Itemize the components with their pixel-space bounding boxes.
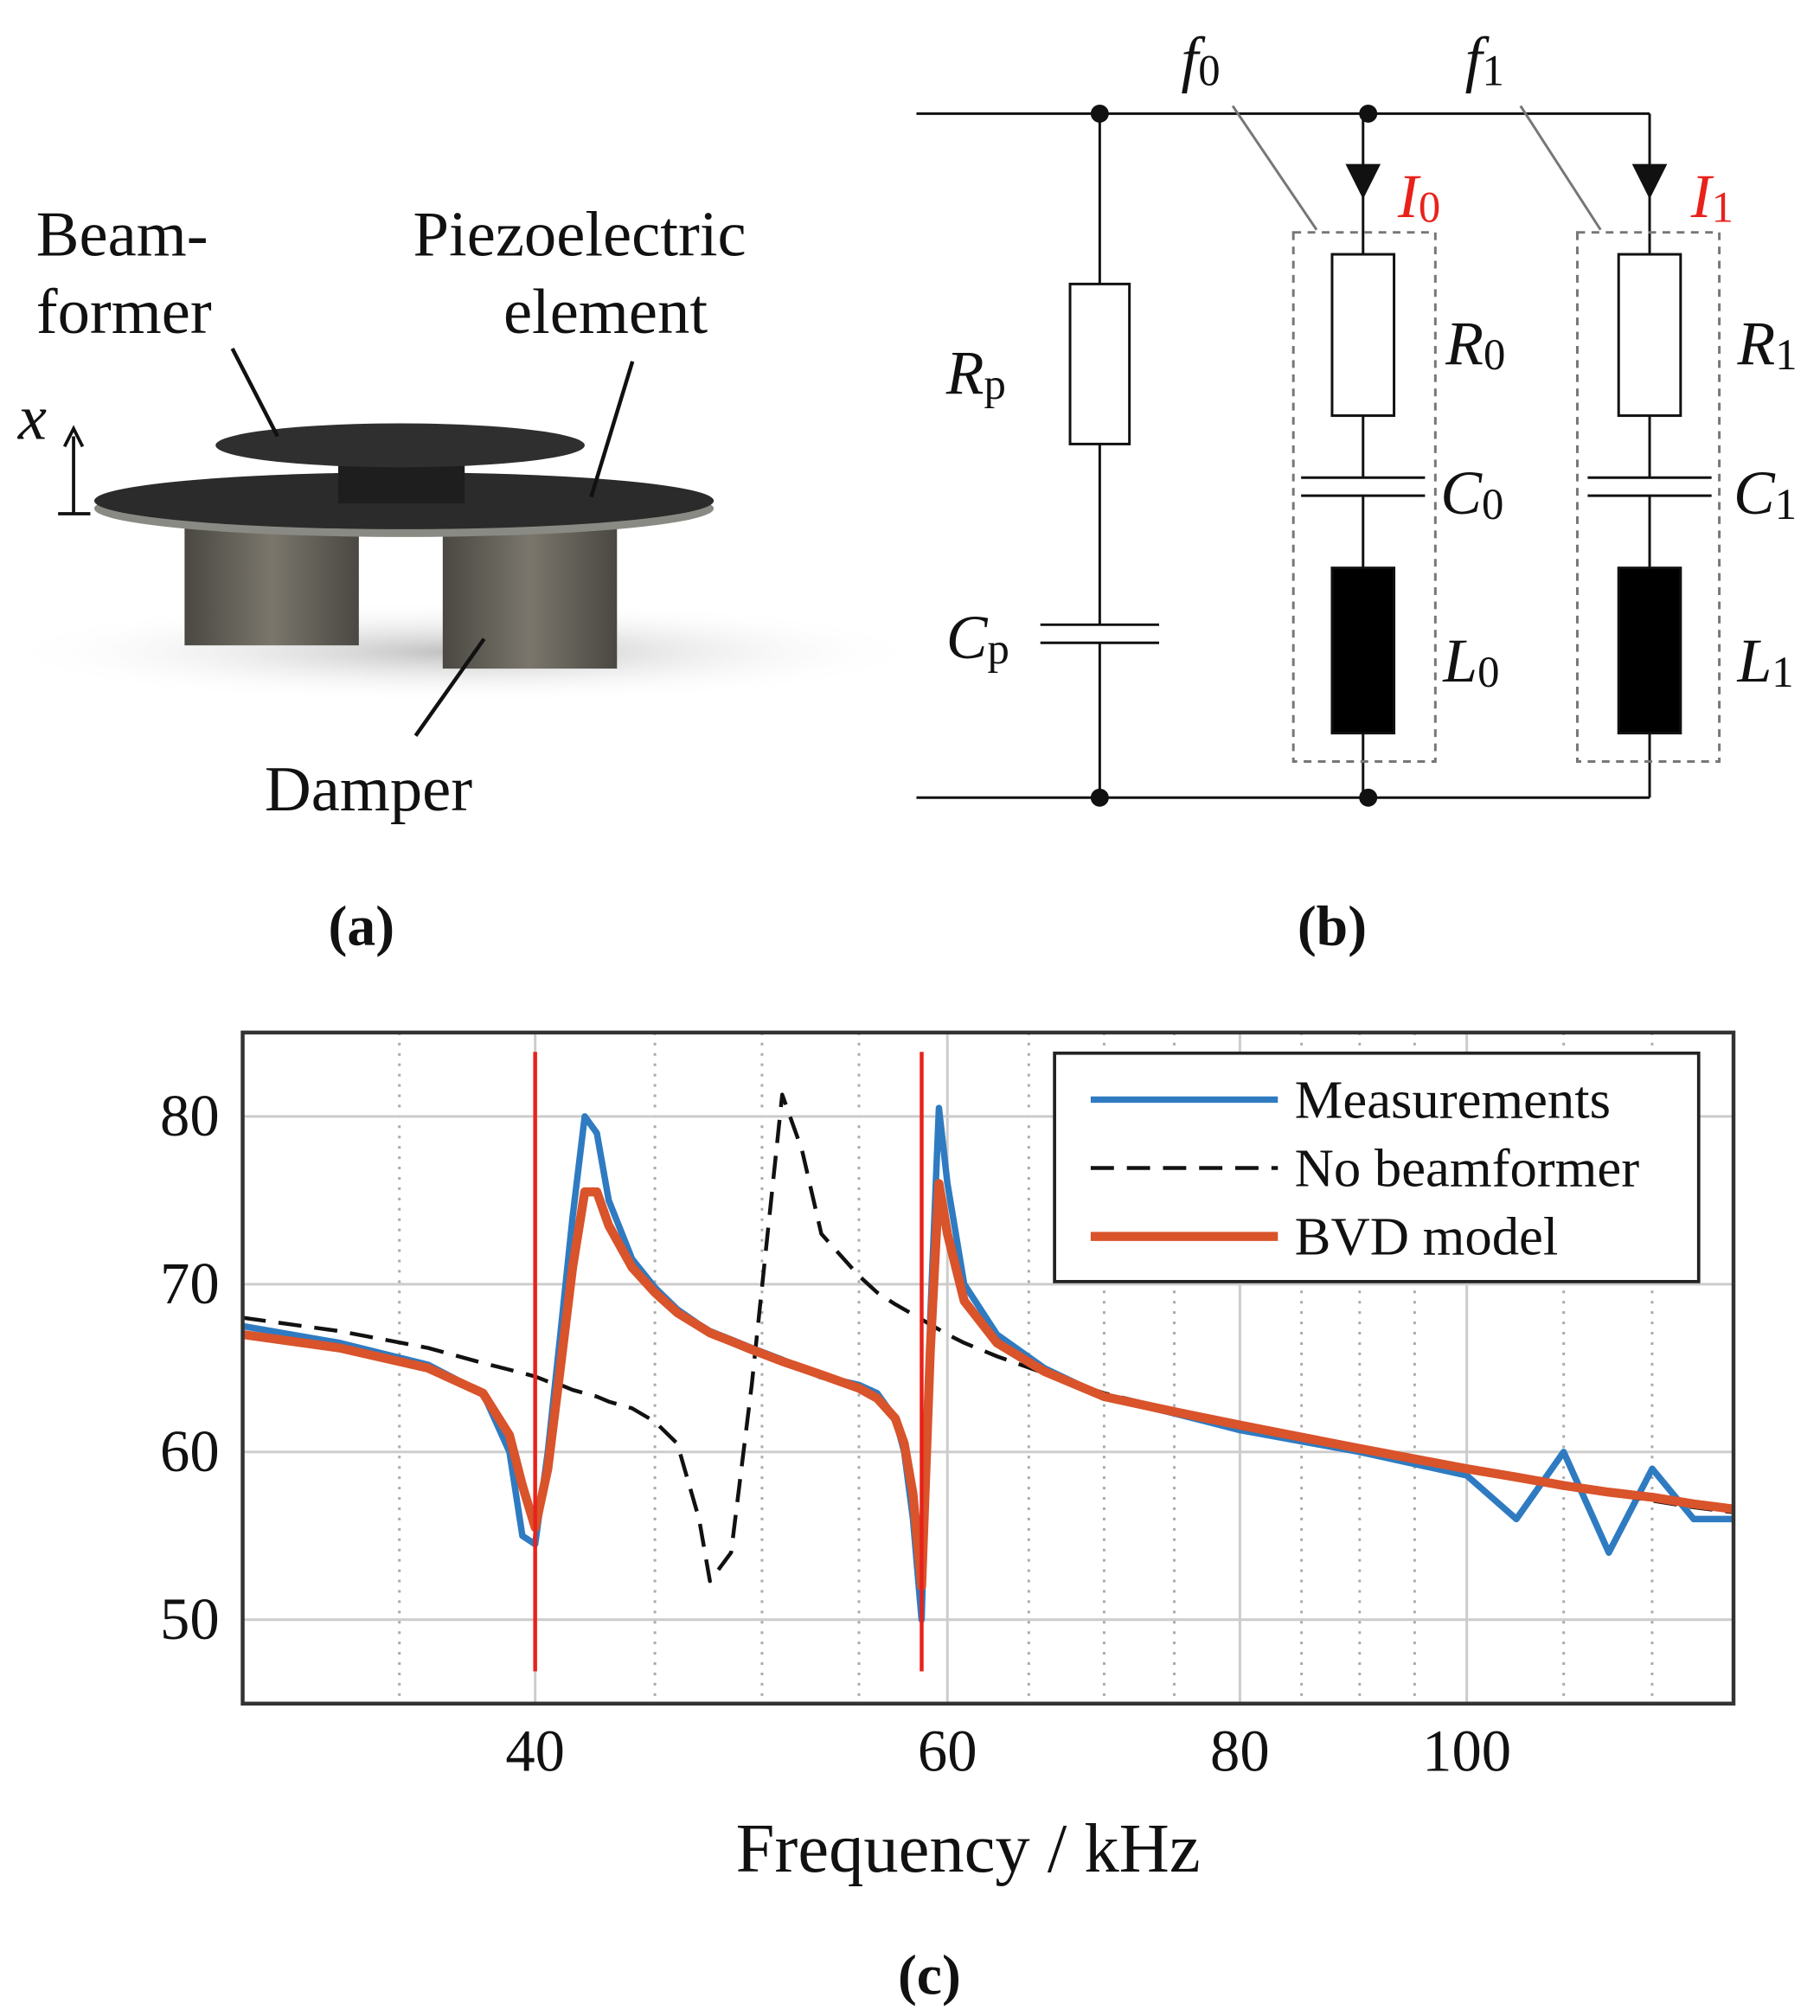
label-main: C	[1440, 459, 1483, 528]
caption: (b)	[1298, 894, 1367, 957]
x-tick-label: 80	[1210, 1718, 1270, 1783]
label: Piezoelectric	[413, 200, 747, 271]
label-sub: 1	[1712, 183, 1733, 232]
label-main: C	[946, 604, 989, 672]
label: x	[17, 382, 47, 453]
x-tick-label: 40	[505, 1718, 565, 1783]
transducer-render	[0, 347, 930, 737]
circuit-label: L1	[1736, 627, 1793, 696]
label-sub: 1	[1772, 648, 1793, 696]
x-tick-label: 100	[1422, 1718, 1511, 1783]
x-tick-label: 60	[918, 1718, 977, 1783]
circuit-label: R1	[1736, 310, 1797, 379]
label-sub: 0	[1198, 47, 1220, 95]
label-sub: 1	[1775, 330, 1797, 379]
label: Beam-	[36, 200, 208, 271]
label-sub: 1	[1775, 480, 1797, 528]
circuit-label: R0	[1445, 310, 1505, 379]
circuit-label: Rp	[945, 339, 1006, 408]
circuit-label: I1	[1690, 163, 1733, 232]
axes-frame	[240, 1030, 1736, 1706]
x-axis-label: Frequency / kHz	[736, 1810, 1201, 1887]
label: element	[503, 277, 708, 348]
circuit-label: C1	[1733, 459, 1797, 528]
label-main: C	[1733, 459, 1776, 528]
circuit-label: f0	[1181, 26, 1220, 95]
label-sub: 0	[1482, 480, 1503, 528]
y-tick-label: 50	[160, 1586, 220, 1652]
label-main: I	[1397, 163, 1421, 231]
y-tick-label: 80	[160, 1083, 220, 1149]
label-main: I	[1690, 163, 1714, 231]
circuit	[916, 104, 1721, 807]
label-sub: 1	[1483, 47, 1504, 95]
y-tick-label: 60	[160, 1418, 220, 1484]
label-sub: 0	[1419, 183, 1440, 232]
caption: (c)	[898, 1944, 961, 2007]
circuit-label: L0	[1442, 627, 1499, 696]
caption: (a)	[329, 894, 395, 957]
y-tick-label: 70	[160, 1251, 220, 1316]
legend-label: Measurements	[1295, 1069, 1611, 1130]
label: Damper	[265, 754, 472, 825]
label-sub: p	[988, 624, 1009, 673]
circuit-label: Cp	[946, 604, 1009, 673]
label-sub: p	[984, 360, 1006, 408]
label-main: L	[1736, 627, 1772, 695]
label-main: R	[945, 339, 984, 407]
label-sub: 0	[1477, 648, 1499, 696]
circuit-label: C0	[1440, 459, 1503, 528]
label-sub: 0	[1484, 330, 1505, 379]
legend-label: BVD model	[1295, 1206, 1559, 1267]
legend: Measurements No beamformer BVD model	[1053, 1051, 1701, 1283]
label-main: L	[1442, 627, 1477, 695]
label-main: R	[1445, 310, 1484, 378]
legend-label: No beamformer	[1295, 1137, 1640, 1198]
circuit-label: I0	[1397, 163, 1440, 232]
label: former	[36, 277, 212, 348]
legend-box	[1053, 1051, 1701, 1283]
label-main: R	[1736, 310, 1775, 378]
circuit-label: f1	[1465, 26, 1504, 95]
series-line	[242, 1179, 1734, 1591]
